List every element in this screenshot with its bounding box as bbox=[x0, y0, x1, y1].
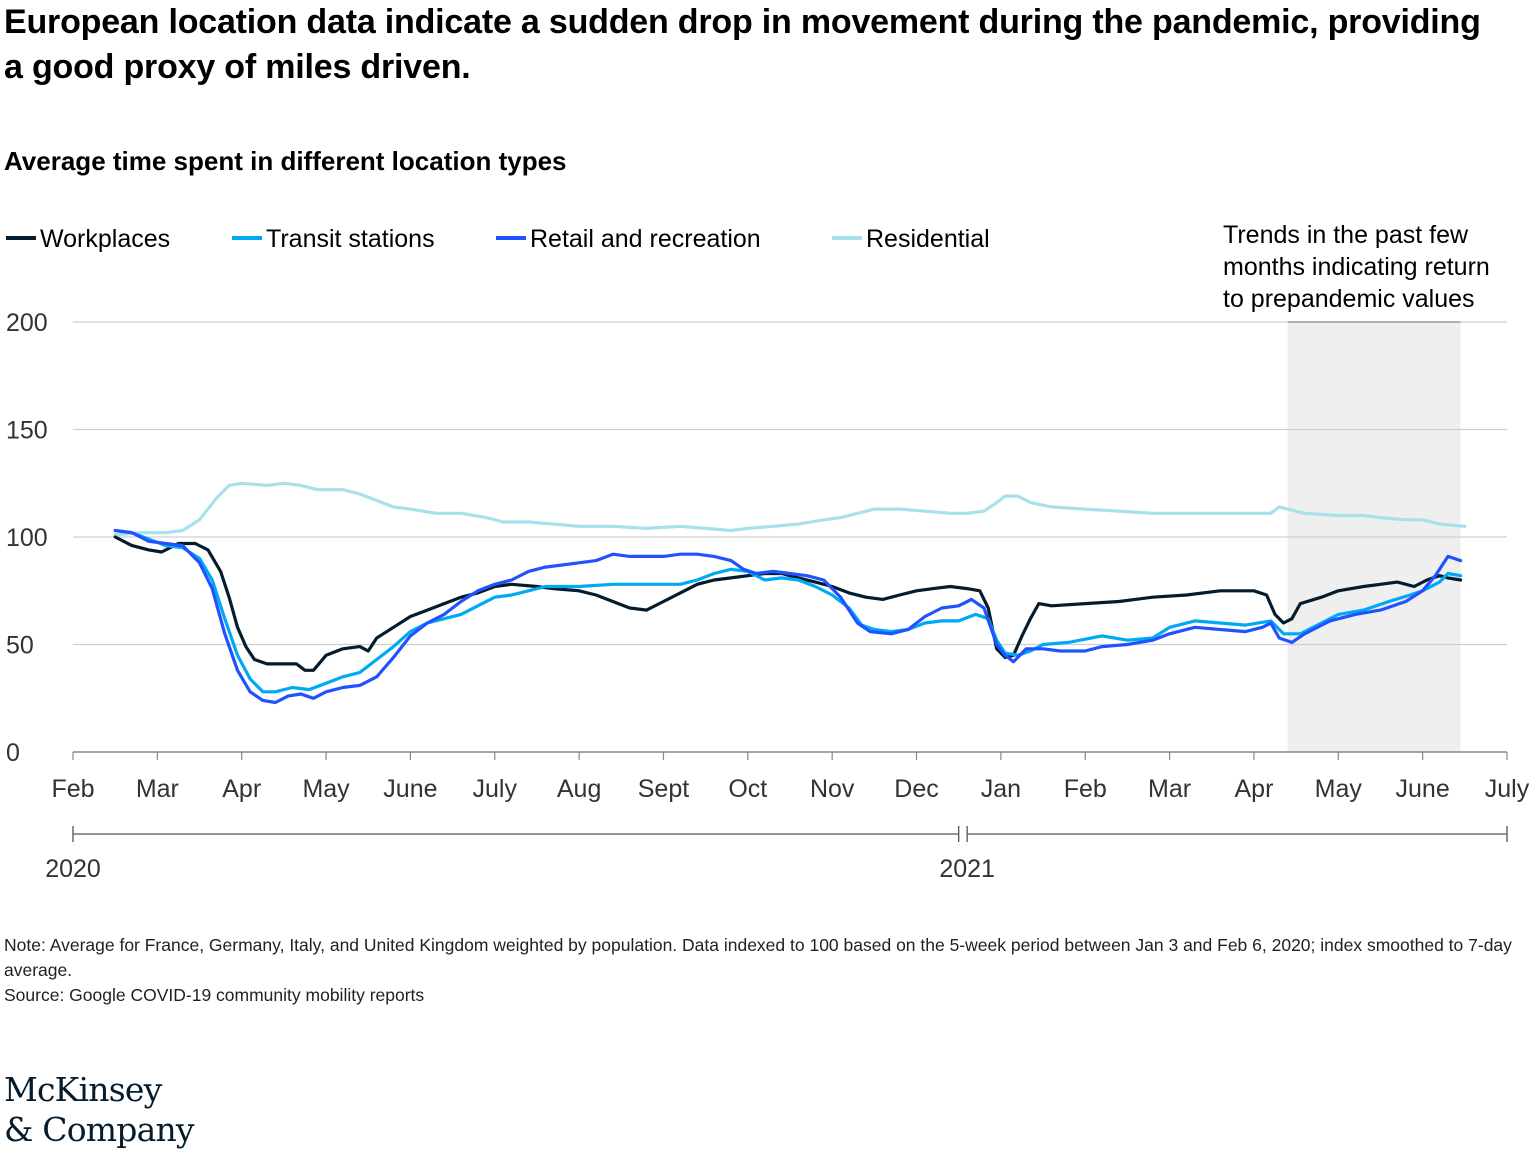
x-tick-label: Nov bbox=[810, 775, 855, 803]
legend-item: Retail and recreation bbox=[496, 225, 761, 253]
y-tick-label: 100 bbox=[6, 524, 48, 552]
series-line-workplaces bbox=[113, 535, 1463, 672]
y-tick-label: 50 bbox=[6, 632, 34, 660]
legend-item: Transit stations bbox=[232, 225, 435, 253]
logo-line-2: & Company bbox=[4, 1110, 195, 1149]
x-tick-label: Apr bbox=[222, 775, 261, 803]
line-chart: Trends in the past few months indicating … bbox=[6, 221, 1530, 883]
x-tick-label: Mar bbox=[1148, 775, 1191, 803]
source-text: Source: Google COVID-19 community mobili… bbox=[4, 985, 425, 1005]
x-tick-label: Feb bbox=[1064, 775, 1107, 803]
x-tick-label: Aug bbox=[557, 775, 601, 803]
x-tick-label: Sept bbox=[638, 775, 689, 803]
y-tick-label: 150 bbox=[6, 417, 48, 445]
series-line-retail-and-recreation bbox=[113, 528, 1463, 705]
x-tick-label: Apr bbox=[1234, 775, 1273, 803]
note-text: Note: Average for France, Germany, Italy… bbox=[4, 935, 1512, 980]
footnote: Note: Average for France, Germany, Italy… bbox=[4, 933, 1514, 1008]
x-tick-label: July bbox=[1485, 775, 1530, 803]
highlight-annotation-line: to prepandemic values bbox=[1223, 285, 1475, 313]
x-tick-label: June bbox=[383, 775, 437, 803]
legend-label: Residential bbox=[866, 225, 990, 253]
x-tick-label: Feb bbox=[51, 775, 94, 803]
year-label: 2020 bbox=[45, 855, 101, 883]
x-tick-label: June bbox=[1396, 775, 1450, 803]
x-tick-label: May bbox=[1315, 775, 1363, 803]
series-line-residential bbox=[113, 481, 1467, 537]
legend-label: Retail and recreation bbox=[530, 225, 761, 253]
x-tick-label: Jan bbox=[981, 775, 1021, 803]
legend-item: Residential bbox=[832, 225, 990, 253]
x-tick-label: Oct bbox=[728, 775, 767, 803]
y-tick-label: 200 bbox=[6, 309, 48, 337]
legend-item: Workplaces bbox=[6, 225, 170, 253]
y-tick-label: 0 bbox=[6, 739, 20, 767]
year-label: 2021 bbox=[939, 855, 995, 883]
highlight-annotation-line: Trends in the past few bbox=[1223, 221, 1469, 249]
x-tick-label: Dec bbox=[894, 775, 938, 803]
x-tick-label: Mar bbox=[136, 775, 179, 803]
logo-line-1: McKinsey bbox=[4, 1070, 162, 1109]
x-tick-label: May bbox=[302, 775, 350, 803]
chart-subtitle: Average time spent in different location… bbox=[4, 146, 567, 176]
company-logo: McKinsey & Company bbox=[4, 1070, 195, 1150]
legend-label: Transit stations bbox=[266, 225, 435, 253]
series-line-transit-stations bbox=[113, 528, 1463, 694]
x-tick-label: July bbox=[473, 775, 518, 803]
highlight-annotation-line: months indicating return bbox=[1223, 253, 1490, 281]
chart-title: European location data indicate a sudden… bbox=[4, 3, 1481, 86]
legend-label: Workplaces bbox=[40, 225, 170, 253]
